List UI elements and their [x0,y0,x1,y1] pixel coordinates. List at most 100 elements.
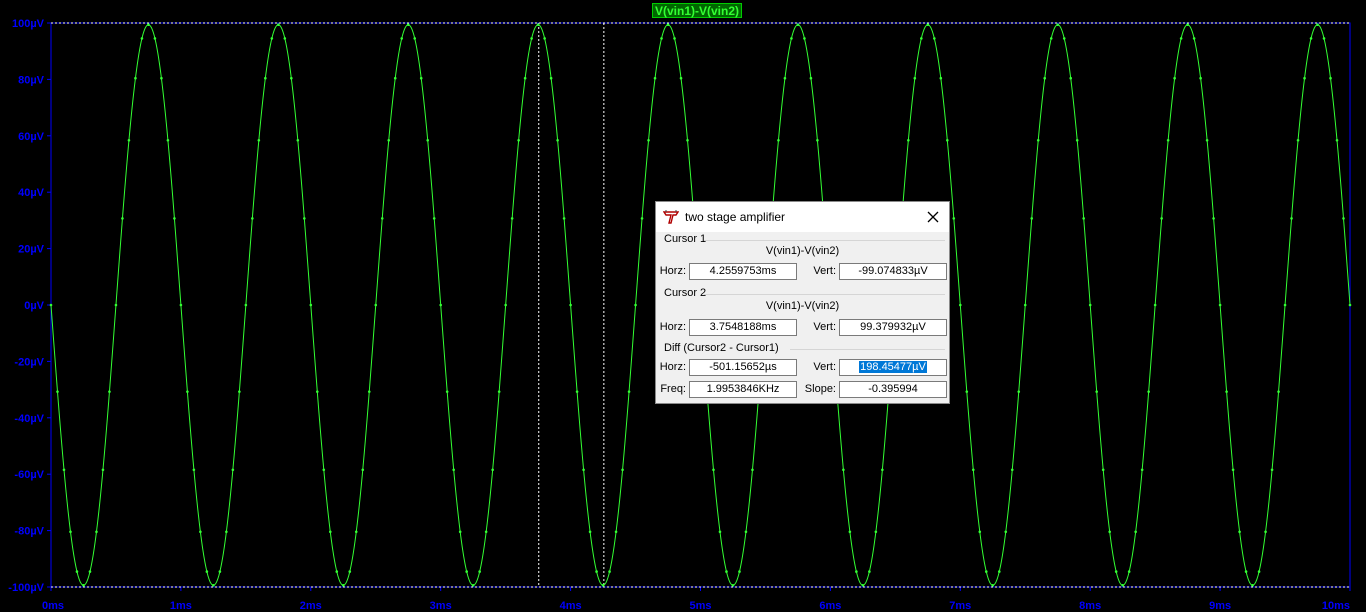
trace-point [621,468,624,472]
trace-point [1049,37,1053,40]
trace-point [796,23,800,26]
diff-slope-field[interactable]: -0.395994 [839,381,947,398]
trace-point [959,303,962,307]
trace-point [361,468,365,472]
trace-title[interactable]: V(vin1)-V(vin2) [652,3,743,18]
trace-point [95,530,98,534]
trace-point [744,530,748,534]
trace-point [569,303,572,307]
trace-point [328,530,332,534]
trace-point [881,468,884,472]
trace-point [504,303,507,307]
trace-point [562,217,566,220]
x-tick-label: 7ms [949,600,971,612]
trace-points [49,23,1352,587]
trace-point [199,530,202,534]
trace-point [426,138,430,142]
x-tick-label: 10ms [1322,600,1350,612]
trace-point [1179,37,1183,40]
trace-point [341,584,345,587]
x-tick-label: 1ms [170,600,192,612]
trace-point [335,570,339,573]
trace-point [1095,390,1098,393]
trace-point [354,530,358,534]
trace-point [601,584,605,587]
cursor1-vert-field[interactable]: -99.074833µV [839,263,947,280]
trace-point [809,76,813,80]
trace-point [1238,530,1241,534]
trace-point [322,468,326,472]
trace-point [153,37,157,40]
trace-point [1134,530,1137,534]
cursor2-vert-field[interactable]: 99.379932µV [839,319,947,336]
trace-point [277,23,280,26]
y-tick-label: -40µV [14,413,44,425]
trace-point [491,468,494,472]
trace-point [1329,76,1332,80]
trace-point [634,303,637,307]
trace-point [1166,138,1170,142]
trace-point [296,138,300,142]
trace-point [1231,468,1235,472]
diff-group-label: Diff (Cursor2 - Cursor1) [664,342,779,354]
diff-horz-field[interactable]: -501.15652µs [689,359,797,376]
trace-point [1127,570,1131,573]
trace-point [1199,76,1202,80]
trace-point [251,217,254,220]
trace-point [1056,23,1060,26]
trace-point [588,530,592,534]
trace-point [1342,217,1345,220]
trace-point [946,138,949,142]
cursor2-horz-label: Horz: [659,321,686,333]
cursor1-horz-field[interactable]: 4.2559753ms [689,263,797,280]
trace-point [1173,76,1176,80]
close-icon[interactable] [923,207,943,227]
trace-point [439,303,443,307]
diff-vert-selected-text: 198.45477µV [859,361,927,373]
trace-point [114,303,118,307]
cursor-dialog[interactable]: two stage amplifier Cursor 1 V(vin1)-V(v… [655,201,950,404]
trace-point [1212,217,1215,220]
trace-point [582,468,585,472]
cursor1-horz-label: Horz: [659,265,686,277]
trace-point [640,217,644,220]
diff-vert-field[interactable]: 198.45477µV [839,359,947,376]
trace-point [432,217,436,220]
trace-point [939,76,943,80]
trace-point [848,530,852,534]
divider [790,349,945,350]
dialog-titlebar[interactable]: two stage amplifier [656,202,949,232]
trace-point [751,468,754,472]
trace-point [1244,570,1248,573]
trace-point [465,570,468,573]
trace-point [855,570,858,573]
trace-point [367,390,371,393]
trace-point [69,530,72,534]
y-axis: 100µV 80µV 60µV 40µV 20µV 0µV -20µV -40µV -60µV -… [8,18,51,594]
cursor1-trace-name: V(vin1)-V(vin2) [765,245,840,257]
diff-slope-label: Slope: [804,383,836,395]
trace-point [653,76,657,80]
trace-point [686,138,689,142]
x-tick-label: 8ms [1079,600,1101,612]
trace-point [718,530,722,534]
trace-point [1062,37,1066,40]
y-tick-label: -80µV [14,526,44,538]
trace-point [82,584,85,587]
trace-point [1101,468,1105,472]
diff-freq-field[interactable]: 1.9953846KHz [689,381,797,398]
trace-point [731,584,735,587]
trace-point [497,390,501,393]
trace-point [1218,303,1222,307]
diff-vert-label: Vert: [813,361,836,373]
trace-point [1140,468,1144,472]
trace-point [127,138,131,142]
trace-point [783,76,787,80]
cursor2-horz-field[interactable]: 3.7548188ms [689,319,797,336]
trace-point [1290,217,1293,220]
trace-point [1205,138,1209,142]
trace-point [1257,570,1261,573]
divider [704,294,945,295]
y-tick-label: 80µV [18,74,45,86]
cursor2-vert-label: Vert: [813,321,836,333]
